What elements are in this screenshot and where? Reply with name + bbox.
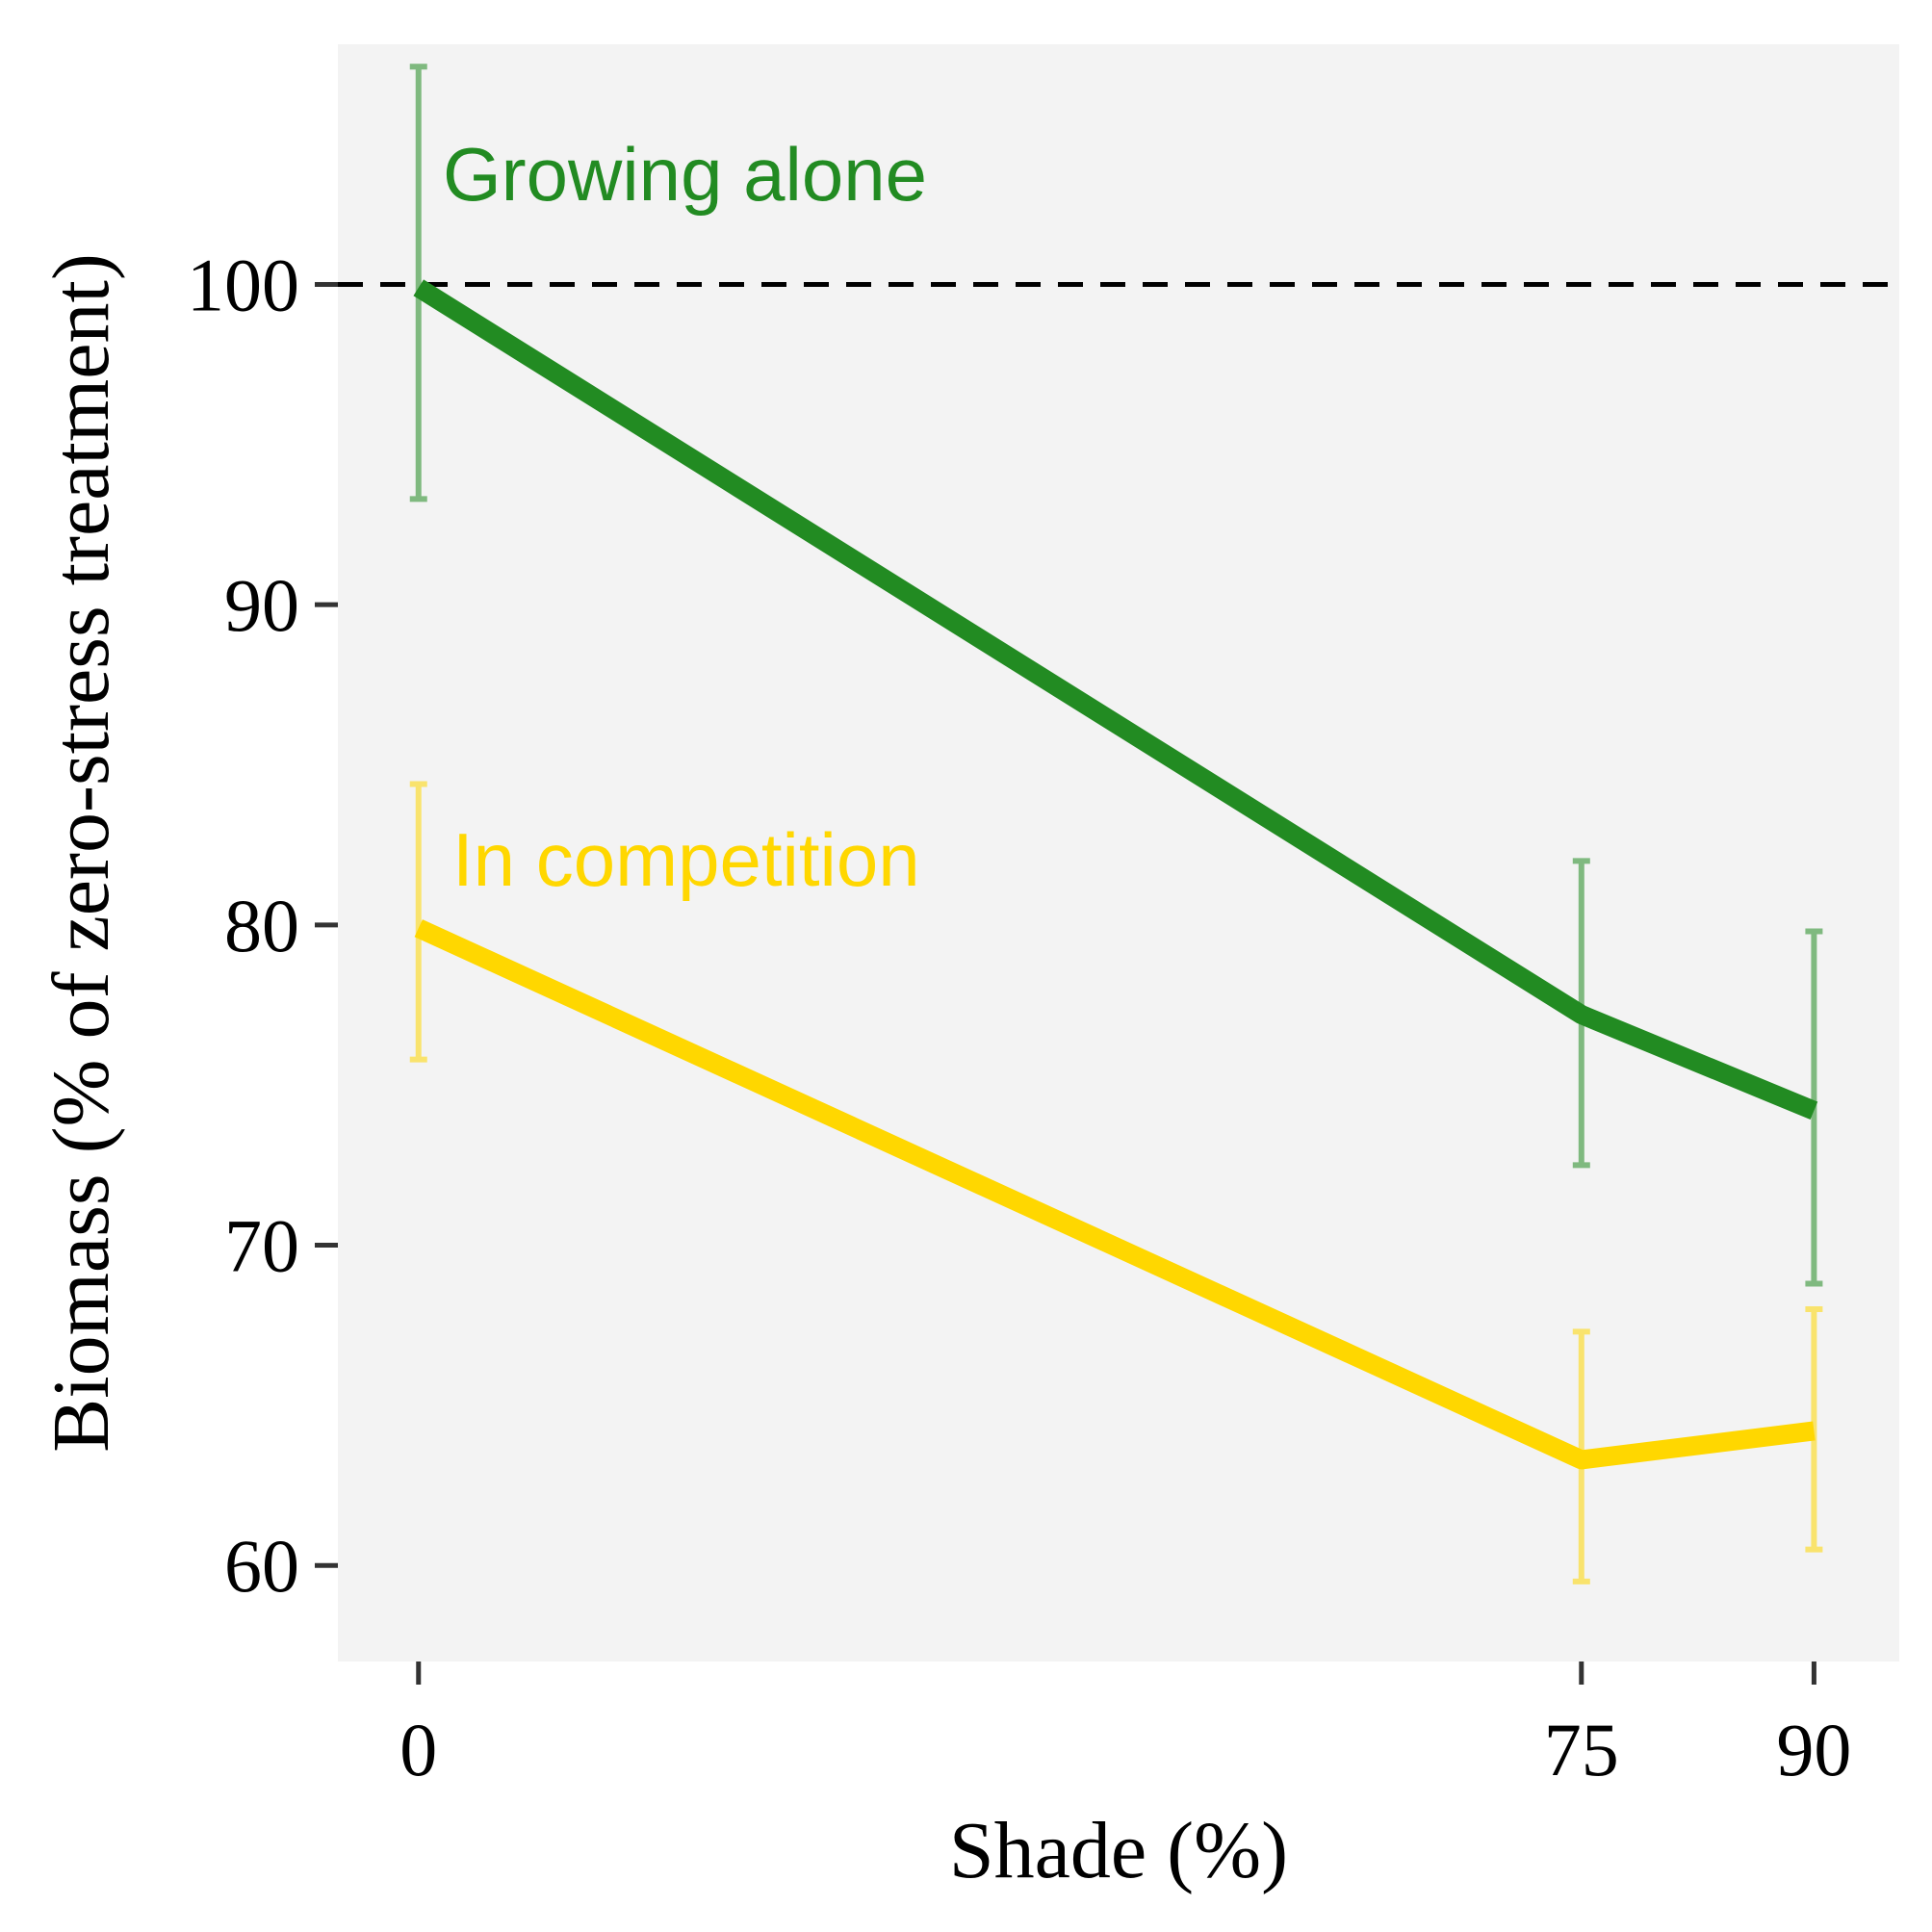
series-label-in-competition: In competition bbox=[452, 817, 920, 902]
x-tick-label: 0 bbox=[399, 1708, 437, 1791]
series-label-layer: Growing alone In competition bbox=[443, 132, 927, 902]
axes-layer: 60 70 80 90 100 0 75 90 bbox=[187, 244, 1851, 1791]
y-tick-label: 80 bbox=[224, 884, 299, 967]
series-label-growing-alone: Growing alone bbox=[443, 132, 927, 217]
error-bar-growing-alone bbox=[409, 64, 427, 502]
y-tick-label: 90 bbox=[224, 563, 299, 647]
y-tick-label: 60 bbox=[224, 1524, 299, 1608]
y-axis-title: Biomass (% of zero-stress treatment) bbox=[37, 253, 126, 1453]
error-bar-in-competition bbox=[1805, 1306, 1823, 1553]
error-bar-in-competition bbox=[409, 781, 427, 1063]
series-line-growing-alone bbox=[413, 279, 1818, 1121]
plot-panel bbox=[338, 44, 1899, 1662]
y-tick-label: 70 bbox=[224, 1204, 299, 1288]
x-tick-label: 90 bbox=[1776, 1708, 1851, 1791]
series-line-in-competition bbox=[414, 919, 1816, 1470]
x-axis-title: Shade (%) bbox=[949, 1806, 1288, 1895]
y-tick-label: 100 bbox=[187, 244, 299, 327]
series-line-layer bbox=[413, 279, 1818, 1470]
x-tick-label: 75 bbox=[1544, 1708, 1619, 1791]
